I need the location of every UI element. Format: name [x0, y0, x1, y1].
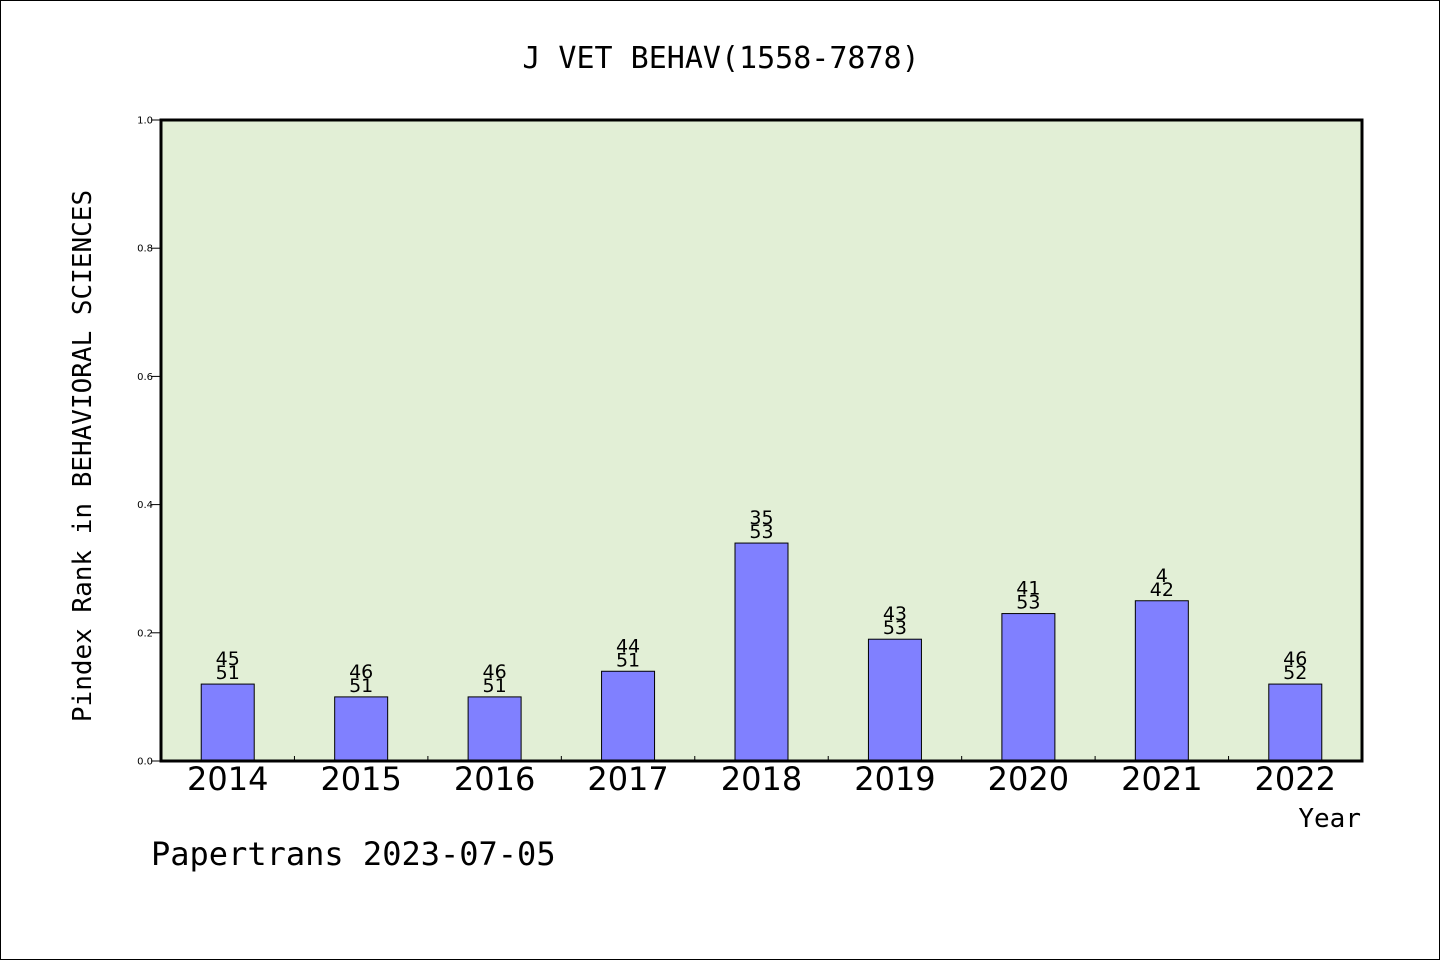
bar-2018 [734, 542, 789, 762]
y-tick-label: 0.0 [137, 757, 153, 768]
x-tick-label: 2016 [454, 760, 535, 798]
bar-2016 [467, 696, 522, 762]
bar-rank-label: 41 [1016, 578, 1040, 600]
x-tick-label: 2019 [854, 760, 935, 798]
bar-rank-label: 46 [483, 661, 507, 683]
x-axis-label: Year [1298, 804, 1361, 834]
bar-rank-label: 4 [1156, 565, 1168, 587]
x-axis: 2014 2015 2016 2017 2018 2019 2020 2021 2022 [187, 756, 1336, 798]
bar-rank-label: 45 [216, 648, 240, 670]
x-tick-label: 2018 [721, 760, 802, 798]
bar-series [200, 542, 1323, 762]
y-tick-label: 1.0 [137, 116, 153, 127]
bar-2020 [1001, 613, 1056, 762]
y-tick-label: 0.8 [137, 244, 153, 255]
bar-total-label: 51 [349, 675, 373, 697]
bar-total-label: 42 [1150, 579, 1174, 601]
bar-total-label: 51 [216, 662, 240, 684]
y-tick-label: 0.2 [137, 628, 153, 639]
bar-total-label: 52 [1283, 662, 1307, 684]
bar-total-label: 53 [749, 521, 773, 543]
y-tick-label: 0.6 [137, 372, 153, 383]
bar-rank-label: 43 [883, 603, 907, 625]
x-tick-label: 2022 [1255, 760, 1336, 798]
bar-rank-label: 46 [1283, 648, 1307, 670]
bar-total-label: 51 [616, 649, 640, 671]
bar-total-label: 53 [883, 617, 907, 639]
x-tick-label: 2017 [587, 760, 668, 798]
bar-2015 [334, 696, 389, 762]
footer-watermark: Papertrans 2023-07-05 [151, 835, 556, 873]
bar-2017 [601, 670, 656, 762]
x-tick-label: 2020 [988, 760, 1069, 798]
y-axis: 0.0 0.2 0.4 0.6 0.8 1.0 [137, 116, 161, 768]
bar-rank-label: 35 [749, 507, 773, 529]
bar-2022 [1268, 683, 1323, 762]
bar-total-label: 51 [483, 675, 507, 697]
x-tick-label: 2014 [187, 760, 268, 798]
bar-rank-label: 44 [616, 635, 640, 657]
y-axis-label: Pindex Rank in BEHAVIORAL SCIENCES [68, 190, 98, 722]
bar-total-label: 53 [1016, 592, 1040, 614]
bar-rank-label: 46 [349, 661, 373, 683]
chart-title: J VET BEHAV(1558-7878) [522, 41, 919, 76]
bar-2019 [867, 638, 922, 762]
x-tick-label: 2021 [1121, 760, 1202, 798]
bar-2021 [1134, 600, 1189, 762]
bar-2014 [200, 683, 255, 762]
plot-border [159, 118, 1364, 763]
x-tick-label: 2015 [320, 760, 401, 798]
y-tick-label: 0.4 [137, 500, 153, 511]
